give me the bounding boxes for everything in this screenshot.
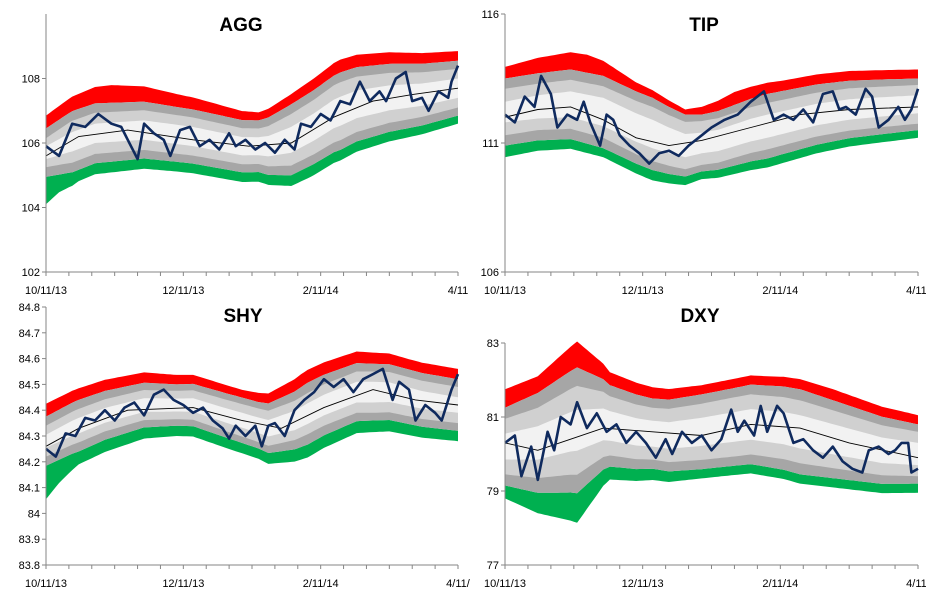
chart-shy: 83.8 83.9 84 84.1 84.2 84.3 84.4 84.5 84.6 84.7 84… bbox=[19, 302, 471, 590]
y-tick-label: 108 bbox=[22, 74, 40, 86]
y-tick-label: 84.8 bbox=[19, 302, 40, 314]
x-tick-label: 10/11/13 bbox=[25, 285, 67, 297]
y-tick-label: 77 bbox=[487, 560, 499, 572]
x-tick-label: 10/11/13 bbox=[484, 578, 526, 590]
x-tick-label: 4/11/ bbox=[906, 285, 926, 297]
x-tick-label: 2/11/14 bbox=[762, 285, 798, 297]
y-tick-label: 83.9 bbox=[19, 534, 40, 546]
y-tick-label: 106 bbox=[22, 138, 40, 150]
y-tick-label: 84.4 bbox=[19, 405, 40, 417]
y-tick-label: 116 bbox=[481, 9, 499, 21]
y-tick-label: 84.6 bbox=[19, 354, 40, 366]
band-green bbox=[505, 130, 918, 186]
band-red bbox=[505, 52, 918, 115]
chart-title: TIP bbox=[689, 15, 719, 36]
x-tick-label: 2/11/14 bbox=[303, 578, 339, 590]
y-tick-label: 84.2 bbox=[19, 457, 40, 469]
price-line bbox=[504, 400, 919, 482]
price-line bbox=[504, 74, 920, 165]
sma-line bbox=[45, 87, 459, 157]
x-tick-label: 4/11/ bbox=[906, 578, 926, 590]
band-inner bbox=[505, 91, 918, 158]
x-tick-label: 4/11/ bbox=[446, 578, 471, 590]
chart-title: AGG bbox=[219, 15, 262, 36]
y-tick-label: 84.7 bbox=[19, 328, 40, 340]
y-tick-label: 111 bbox=[482, 138, 499, 150]
x-tick-label: 12/11/13 bbox=[162, 578, 204, 590]
x-tick-label: 2/11/14 bbox=[303, 285, 339, 297]
x-tick-label: 12/11/13 bbox=[622, 578, 664, 590]
chart-title: SHY bbox=[223, 306, 262, 327]
y-tick-label: 79 bbox=[487, 486, 499, 498]
x-tick-label: 4/11 bbox=[448, 285, 469, 297]
y-tick-label: 84 bbox=[28, 508, 40, 520]
chart-title: DXY bbox=[680, 306, 719, 327]
x-tick-label: 10/11/13 bbox=[484, 285, 526, 297]
y-tick-label: 102 bbox=[22, 267, 40, 279]
y-tick-label: 83.8 bbox=[19, 560, 40, 572]
chart-dxy: 77 79 81 83 10/11/13 12/11/13 2/11/14 4/11/DXY bbox=[484, 306, 926, 590]
chart-agg: 102 104 106 108 10/11/13 12/11/13 2/11/14 4/11 A… bbox=[22, 14, 469, 297]
price-line bbox=[45, 65, 460, 161]
x-tick-label: 2/11/14 bbox=[762, 578, 798, 590]
chart-tip: 106 111 116 10/11/13 12/11/13 2/11/14 4/11/TIP bbox=[481, 9, 926, 297]
x-tick-label: 10/11/13 bbox=[25, 578, 67, 590]
band-inner bbox=[46, 381, 458, 448]
band-green bbox=[505, 464, 918, 523]
y-tick-label: 106 bbox=[481, 267, 499, 279]
band-red bbox=[46, 51, 458, 129]
band-inner bbox=[46, 78, 458, 160]
y-tick-label: 84.1 bbox=[19, 483, 40, 495]
band-red bbox=[46, 351, 458, 417]
y-tick-label: 84.5 bbox=[19, 379, 40, 391]
y-tick-label: 81 bbox=[487, 412, 499, 424]
x-tick-label: 12/11/13 bbox=[162, 285, 204, 297]
band-green bbox=[46, 420, 458, 500]
y-tick-label: 84.3 bbox=[19, 431, 40, 443]
price-line bbox=[45, 367, 460, 458]
y-tick-label: 104 bbox=[22, 203, 40, 215]
y-tick-label: 83 bbox=[487, 338, 499, 350]
x-tick-label: 12/11/13 bbox=[622, 285, 664, 297]
